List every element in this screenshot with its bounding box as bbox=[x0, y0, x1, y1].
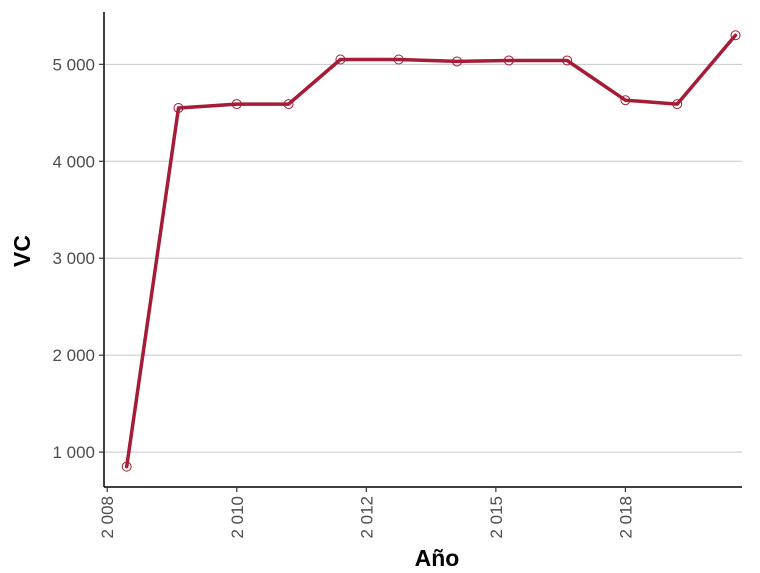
series bbox=[121, 30, 741, 472]
data-point-3 bbox=[283, 99, 294, 110]
x-tick-label-2: 2 012 bbox=[357, 496, 376, 539]
x-tick-label-3: 2 015 bbox=[487, 496, 506, 539]
x-tick-label-1: 2 010 bbox=[228, 496, 247, 539]
data-point-6 bbox=[452, 56, 463, 67]
data-point-1 bbox=[173, 102, 184, 113]
data-point-10 bbox=[672, 99, 683, 110]
y-ticks: 1 000 2 000 3 000 4 000 5 000 bbox=[52, 55, 104, 462]
series-line-0 bbox=[124, 33, 738, 469]
gridlines bbox=[104, 63, 742, 453]
data-point-11 bbox=[730, 30, 741, 41]
data-point-2 bbox=[231, 99, 242, 110]
data-point-9 bbox=[620, 95, 631, 106]
y-tick-label-0: 1 000 bbox=[52, 443, 95, 462]
data-point-4 bbox=[335, 54, 346, 65]
axes bbox=[103, 12, 742, 488]
x-axis-title: Año bbox=[415, 545, 460, 571]
x-ticks: 2 008 2 010 2 012 2 015 2 018 bbox=[98, 487, 635, 539]
data-point-8 bbox=[562, 55, 573, 66]
y-axis-title: VC bbox=[9, 235, 35, 267]
x-tick-label-0: 2 008 bbox=[98, 496, 117, 539]
x-tick-label-4: 2 018 bbox=[616, 496, 635, 539]
data-point-5 bbox=[393, 54, 404, 65]
data-point-7 bbox=[503, 55, 514, 66]
y-tick-label-1: 2 000 bbox=[52, 346, 95, 365]
y-tick-label-3: 4 000 bbox=[52, 152, 95, 171]
y-tick-label-4: 5 000 bbox=[52, 55, 95, 74]
y-tick-label-2: 3 000 bbox=[52, 249, 95, 268]
data-point-0 bbox=[121, 461, 132, 472]
